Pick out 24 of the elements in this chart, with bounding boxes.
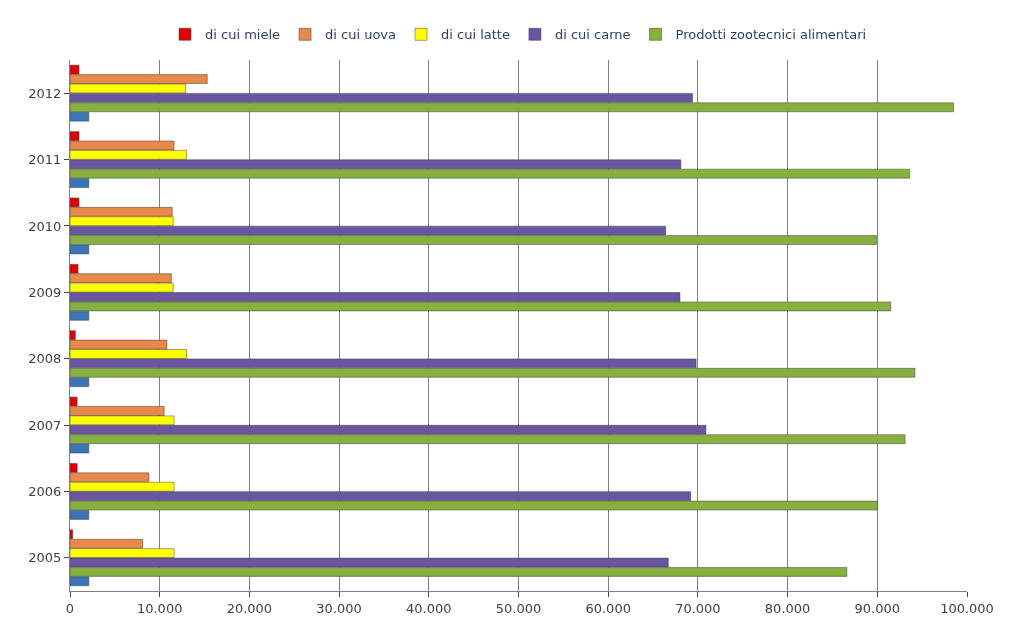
y-tick-label: 2009 [28, 284, 62, 300]
x-tick-label: 40.000 [406, 600, 452, 616]
legend-label: Prodotti zootecnici alimentari [675, 27, 867, 43]
y-tick-label: 2008 [28, 351, 62, 367]
y-tick-label: 2007 [28, 417, 62, 433]
x-tick-label: 0 [65, 600, 75, 616]
x-tick-label: 80.000 [764, 600, 811, 616]
y-tick-label: 2005 [28, 550, 62, 566]
x-tick-label: 50.000 [495, 600, 542, 616]
legend-label: di cui uova [325, 27, 396, 43]
x-tick-label: 70.000 [675, 600, 721, 616]
y-tick-label: 2012 [28, 85, 62, 101]
x-tick-label: 20.000 [226, 600, 273, 616]
x-tick-label: 30.000 [316, 600, 362, 616]
legend-label: di cui latte [441, 27, 510, 43]
y-tick-label: 2011 [28, 152, 62, 168]
x-tick-label: 10.000 [136, 600, 183, 616]
x-tick-label: 60.000 [585, 600, 631, 616]
y-tick-label: 2006 [28, 483, 62, 499]
x-tick-label: 90.000 [854, 600, 901, 616]
legend-label: di cui miele [205, 27, 281, 43]
legend-label: di cui carne [554, 27, 631, 43]
y-tick-label: 2010 [28, 218, 62, 234]
x-tick-label: 100.000 [940, 600, 994, 616]
